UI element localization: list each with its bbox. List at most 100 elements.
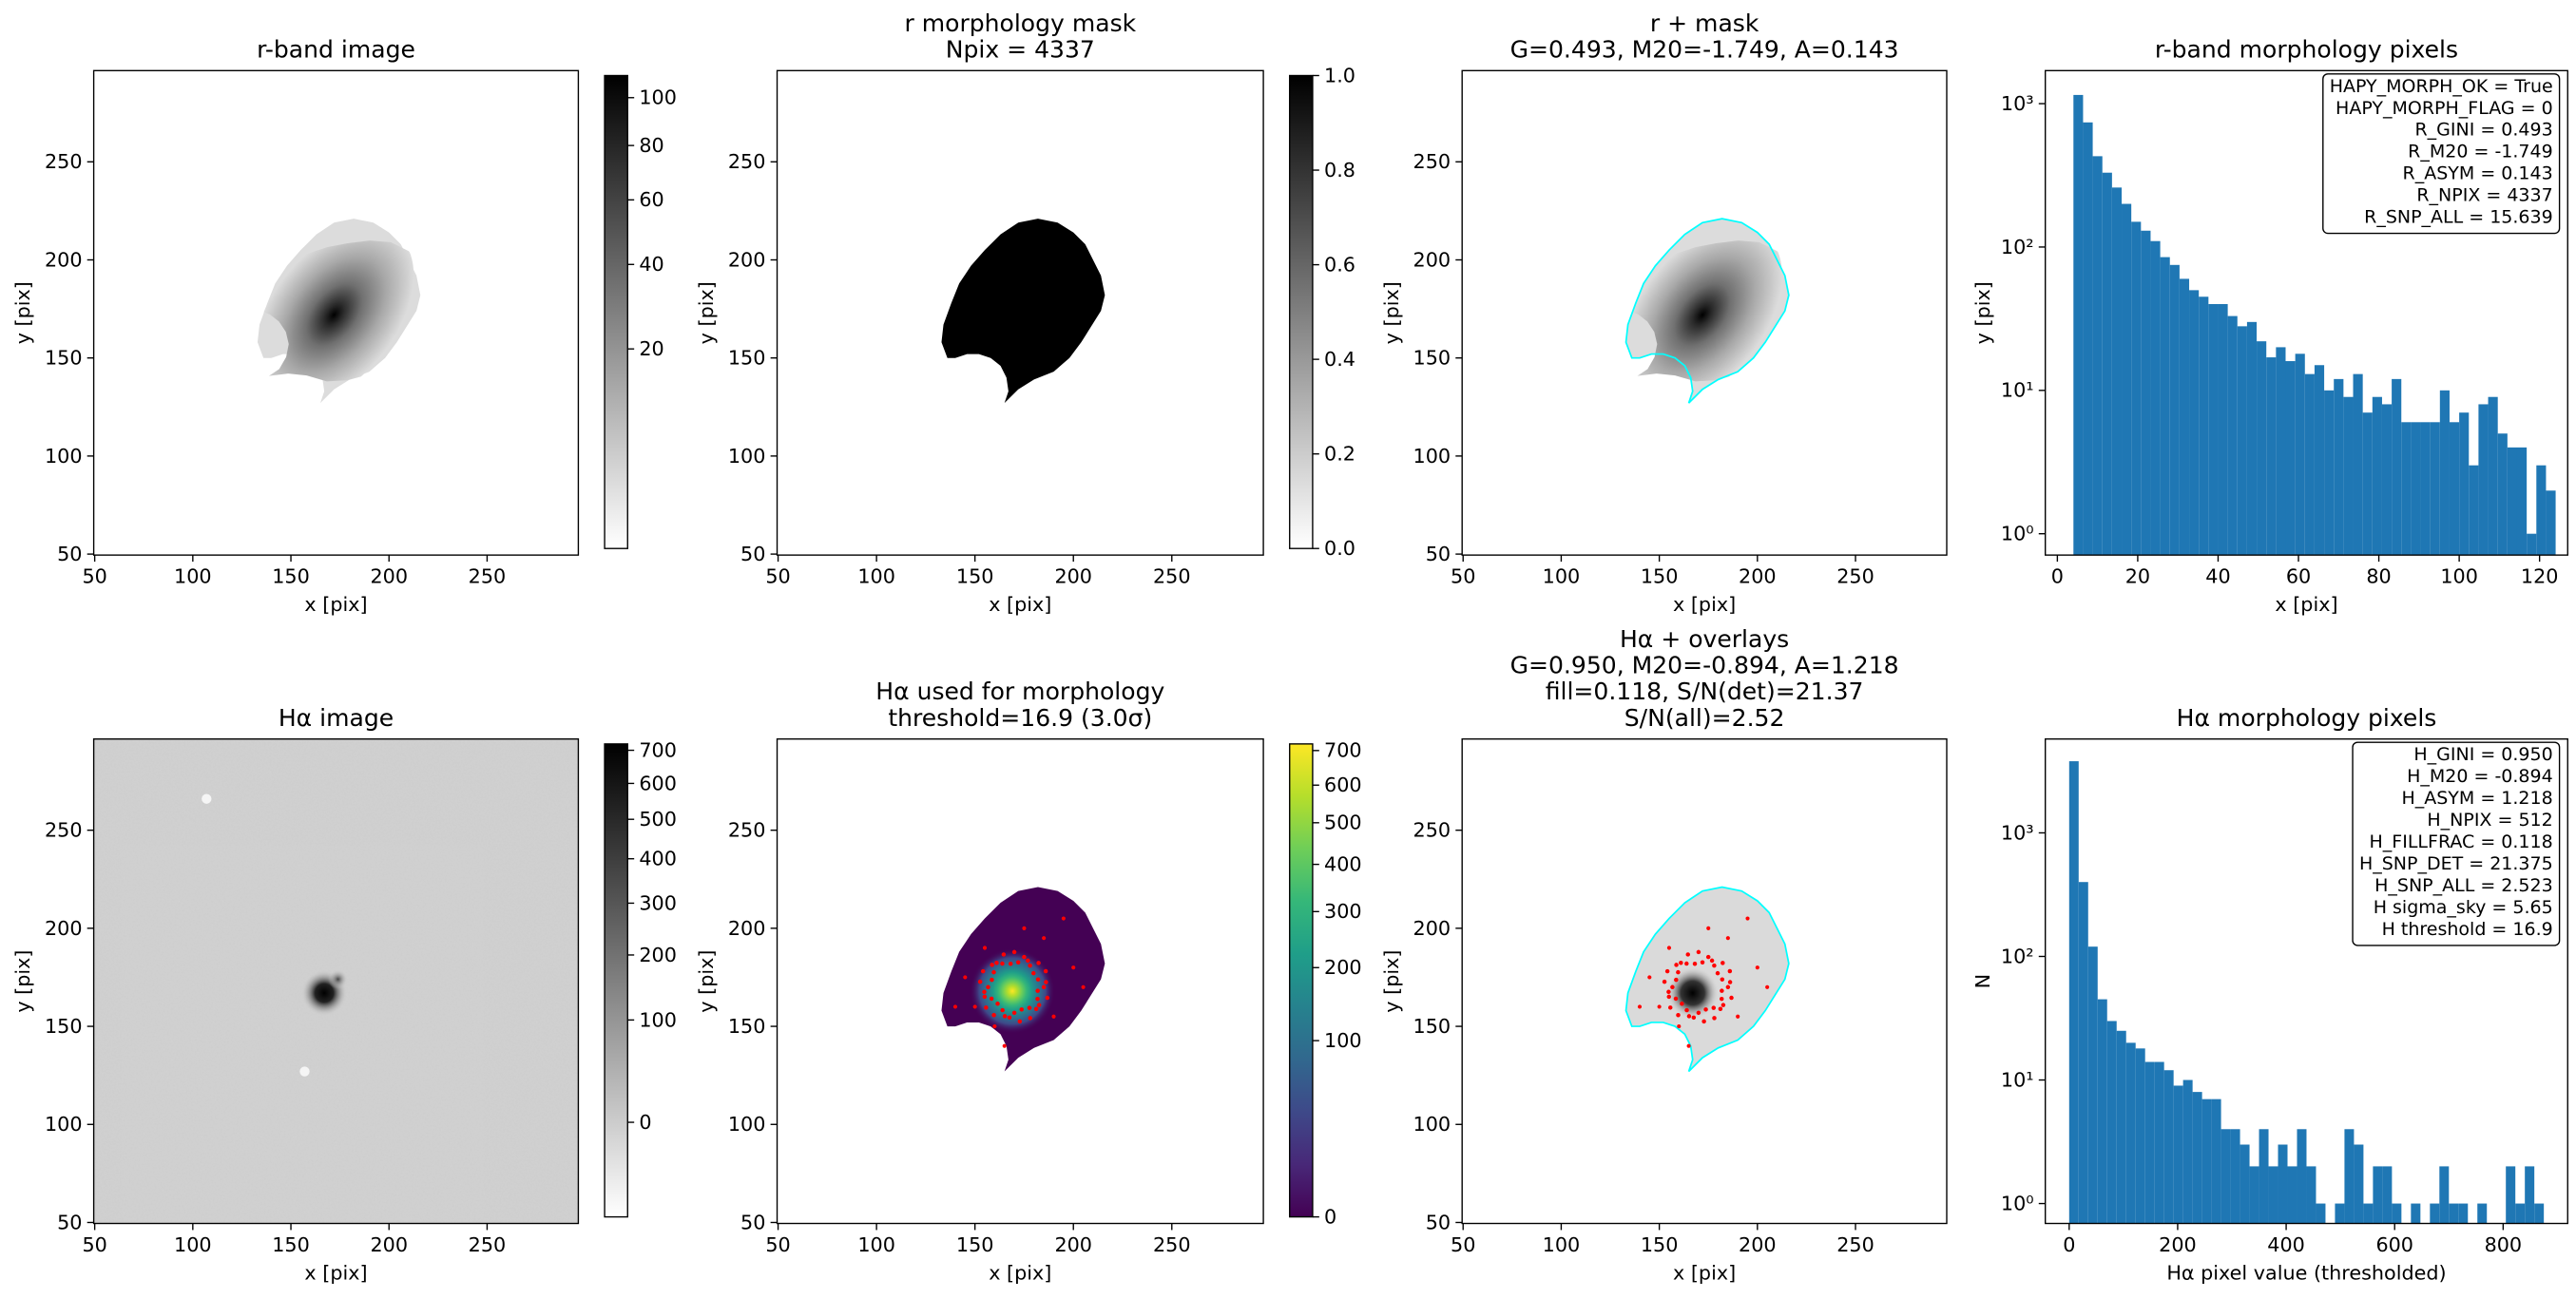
core-point [1685, 952, 1690, 957]
core-point [1042, 936, 1047, 941]
core-point [1666, 994, 1672, 1000]
y-tick-label: 100 [728, 1113, 766, 1136]
core-point [1637, 1004, 1643, 1009]
core-point [1765, 984, 1770, 989]
core-point [1727, 980, 1733, 984]
histogram-bar [2411, 1203, 2421, 1224]
core-point [1019, 1007, 1025, 1012]
x-tick-label: 50 [82, 1233, 106, 1256]
core-point [1725, 984, 1731, 990]
x-axis-label: x [pix] [989, 1261, 1051, 1284]
colorbar-tick-label: 200 [639, 944, 677, 966]
x-tick-label: 40 [2205, 565, 2230, 588]
panel: r-band morphology pixels 0 20 40 60 80 100 120 1… [1971, 35, 2568, 616]
y-tick-label: 100 [728, 445, 766, 468]
colorbar-tick-label: 400 [639, 848, 677, 870]
y-tick-label: 150 [45, 1015, 83, 1038]
core-point [1033, 1006, 1039, 1012]
histogram-bar [2268, 1166, 2278, 1224]
histogram-bar [2478, 404, 2489, 556]
histogram-bar [2525, 1166, 2535, 1224]
core-point [1061, 916, 1066, 921]
x-tick-label: 150 [1641, 565, 1679, 588]
histogram-bar [2449, 1203, 2459, 1224]
plot-area [254, 219, 421, 404]
core-point [990, 977, 994, 983]
plot-area [941, 887, 1105, 1072]
x-tick-label: 150 [1641, 1233, 1679, 1256]
core-point [1000, 961, 1005, 966]
histogram-bar [2411, 422, 2421, 556]
stats-line: H sigma_sky = 5.65 [2374, 897, 2553, 918]
stats-line: H_M20 = -0.894 [2407, 766, 2553, 787]
plot-area [941, 219, 1105, 404]
core-point [1721, 1003, 1726, 1007]
panel-title: threshold=16.9 (3.0σ) [888, 704, 1152, 732]
histogram-bar [2211, 1098, 2221, 1224]
core-point [1026, 958, 1030, 964]
core-point [1715, 970, 1721, 976]
histogram-bar [2297, 1129, 2307, 1224]
core-point [1051, 1014, 1056, 1019]
plot-area [1623, 218, 1790, 404]
histogram-bar [2439, 1166, 2450, 1224]
colorbar-tick-label: 0 [639, 1111, 651, 1134]
y-tick-label: 200 [45, 917, 83, 940]
histogram-bar [2116, 1030, 2126, 1224]
stats-line: H_GINI = 0.950 [2413, 744, 2552, 765]
y-tick-label: 50 [1426, 543, 1451, 565]
histogram-bar [2266, 357, 2277, 556]
x-tick-label: 60 [2286, 565, 2311, 588]
colorbar-tick-label: 700 [639, 738, 677, 761]
panel-title: Npix = 4337 [946, 35, 1095, 63]
core-point [1081, 984, 1086, 989]
axes-frame [92, 69, 580, 556]
histogram-bar [2237, 326, 2247, 556]
histogram-bar [2477, 1203, 2488, 1224]
core-point [1008, 962, 1013, 966]
core-point [1729, 995, 1734, 1001]
core-point [1692, 962, 1698, 966]
histogram-bar [2135, 1048, 2145, 1224]
core-point [1000, 1007, 1005, 1013]
panel-title: Hα morphology pixels [2177, 704, 2437, 732]
histogram-bar [2182, 1079, 2193, 1224]
core-point [1701, 1019, 1706, 1024]
core-point [1027, 1005, 1032, 1010]
mask-outline [1624, 886, 1790, 1073]
histogram-bar [2392, 378, 2402, 556]
x-tick-label: 200 [1054, 1233, 1092, 1256]
histogram-bar [2073, 94, 2084, 556]
colorbar-tick-label: 200 [1324, 956, 1362, 979]
histogram-bar [2353, 373, 2363, 556]
stats-line: HAPY_MORPH_OK = True [2330, 76, 2553, 97]
core-point [991, 969, 996, 975]
core-point [1720, 977, 1725, 982]
colorbar-tick-label: 100 [1324, 1029, 1362, 1052]
x-tick-label: 200 [1739, 565, 1777, 588]
histogram-bar [2381, 404, 2393, 556]
core-point [1676, 969, 1681, 975]
histogram-bar [2227, 315, 2238, 556]
panel-title: fill=0.118, S/N(det)=21.37 [1546, 678, 1864, 705]
histogram-bar [2144, 1061, 2155, 1224]
core-point [992, 1023, 997, 1029]
stats-line: H_FILLFRAC = 0.118 [2370, 831, 2553, 852]
panel: r-band image 20 40 60 80 100 50 100 150 200 250 50 1… [11, 35, 677, 615]
histogram-bar [2122, 203, 2132, 556]
x-tick-label: 100 [174, 1233, 212, 1256]
x-tick-label: 100 [1543, 1233, 1581, 1256]
y-tick-label: 100 [1413, 445, 1451, 468]
y-axis-label: y [pix] [11, 281, 34, 344]
x-tick-label: 50 [82, 565, 106, 588]
colorbar-tick-label: 600 [639, 772, 677, 794]
core-point [1679, 960, 1683, 965]
x-tick-label: 80 [2366, 565, 2391, 588]
histogram-bar [2527, 533, 2537, 556]
core-point [1709, 958, 1715, 964]
y-tick-label: 50 [1426, 1211, 1451, 1233]
histogram-bar [2392, 1203, 2402, 1224]
histogram-bar [2285, 361, 2296, 556]
axes-frame [2045, 69, 2568, 556]
y-tick-label: 150 [728, 347, 766, 370]
